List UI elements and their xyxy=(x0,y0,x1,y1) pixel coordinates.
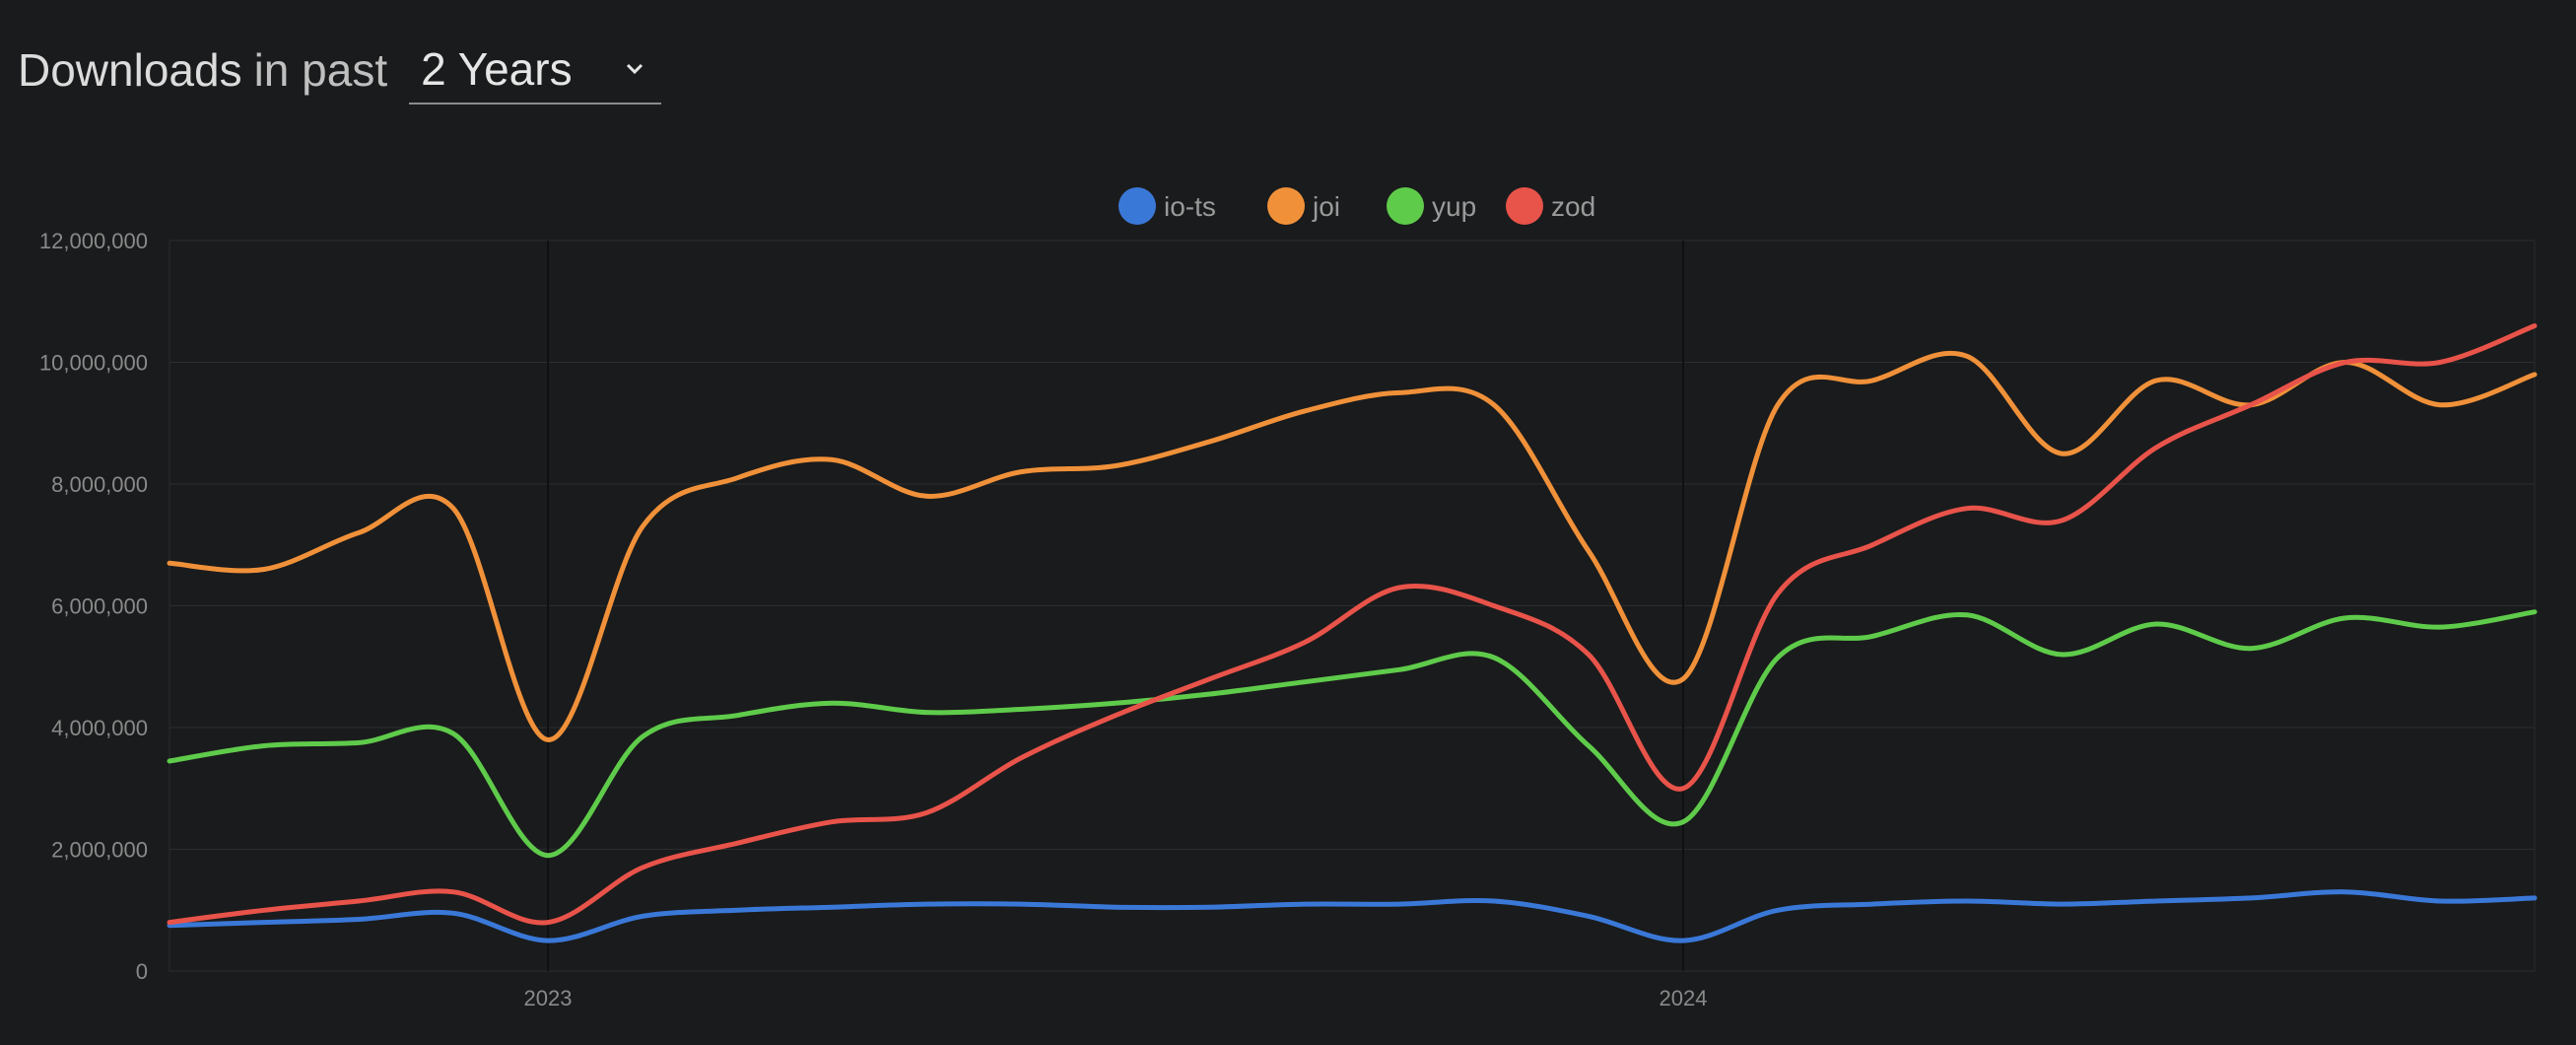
series-line-yup xyxy=(167,609,2538,859)
chevron-down-icon xyxy=(622,56,647,82)
x-tick-label: 2023 xyxy=(524,986,573,1010)
legend-dot-zod xyxy=(1506,187,1543,225)
y-tick-label: 0 xyxy=(136,959,148,984)
title-downloads: Downloads xyxy=(18,44,242,96)
downloads-header: Downloads in past 2 Years xyxy=(18,35,662,104)
series-line-zod xyxy=(167,323,2538,926)
y-tick-label: 2,000,000 xyxy=(51,838,148,863)
series-line-joi xyxy=(167,350,2538,742)
title-in-past: in past xyxy=(253,44,388,96)
y-tick-label: 8,000,000 xyxy=(51,472,148,497)
legend-dot-yup xyxy=(1387,187,1424,225)
y-tick-label: 12,000,000 xyxy=(39,229,148,253)
legend-item-joi[interactable]: joi xyxy=(1267,187,1340,225)
legend-label-yup: yup xyxy=(1432,191,1476,222)
legend-dot-joi xyxy=(1267,187,1305,225)
y-tick-label: 4,000,000 xyxy=(51,716,148,740)
legend-item-yup[interactable]: yup xyxy=(1387,187,1476,225)
legend-label-io-ts: io-ts xyxy=(1164,191,1216,222)
legend: io-ts joi yup zod xyxy=(1119,187,1595,225)
legend-item-io-ts[interactable]: io-ts xyxy=(1119,187,1216,225)
series-line-io-ts xyxy=(167,889,2538,943)
legend-label-zod: zod xyxy=(1551,191,1595,222)
y-tick-label: 10,000,000 xyxy=(39,351,148,376)
y-tick-label: 6,000,000 xyxy=(51,594,148,619)
x-tick-label: 2024 xyxy=(1660,986,1708,1010)
legend-item-zod[interactable]: zod xyxy=(1506,187,1595,225)
time-range-select[interactable]: 2 Years xyxy=(409,35,662,104)
legend-dot-io-ts xyxy=(1119,187,1156,225)
legend-label-joi: joi xyxy=(1312,191,1340,222)
time-range-value: 2 Years xyxy=(421,43,573,95)
